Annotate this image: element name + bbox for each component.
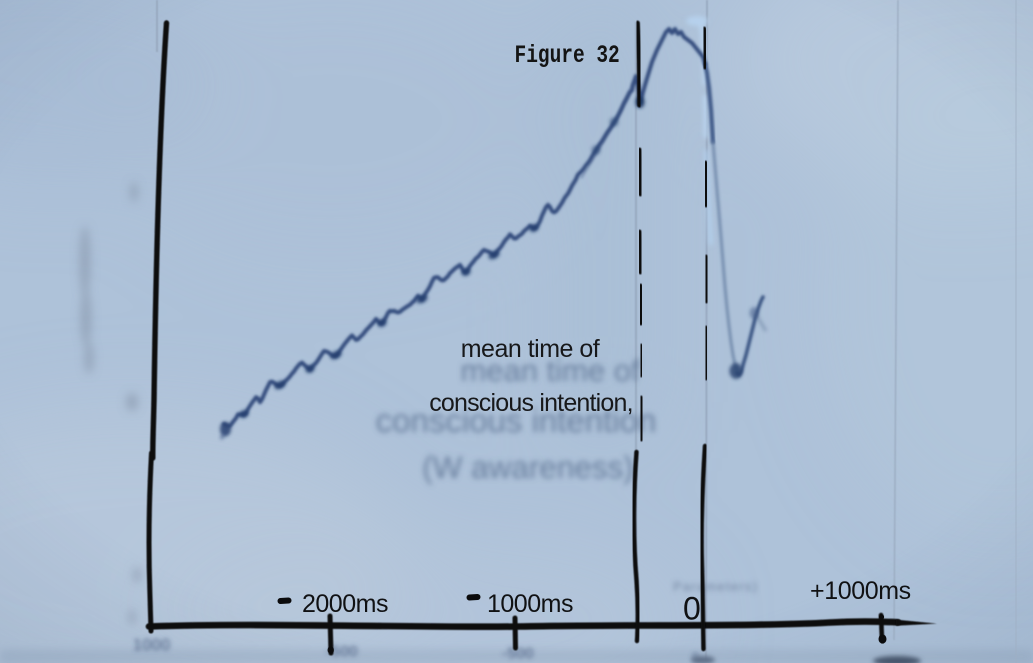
svg-text:Figure 32: Figure 32 <box>515 41 620 70</box>
svg-text:0: 0 <box>692 650 699 663</box>
svg-text:mean time of: mean time of <box>461 335 600 363</box>
svg-text:conscious intention,: conscious intention, <box>429 389 633 417</box>
svg-text:1000: 1000 <box>133 637 171 654</box>
svg-text:2000ms: 2000ms <box>302 590 388 618</box>
svg-text:+1000ms: +1000ms <box>810 577 911 605</box>
svg-text:0: 0 <box>683 591 701 627</box>
svg-text:-500: -500 <box>502 645 534 662</box>
svg-text:conscious intention: conscious intention <box>376 402 657 439</box>
svg-text:mean time of: mean time of <box>460 353 640 388</box>
svg-text:(W awareness): (W awareness) <box>422 449 634 485</box>
svg-text:1000ms: 1000ms <box>487 590 573 618</box>
svg-text:Parameters): Parameters) <box>673 579 757 594</box>
svg-text:-500: -500 <box>326 643 358 660</box>
